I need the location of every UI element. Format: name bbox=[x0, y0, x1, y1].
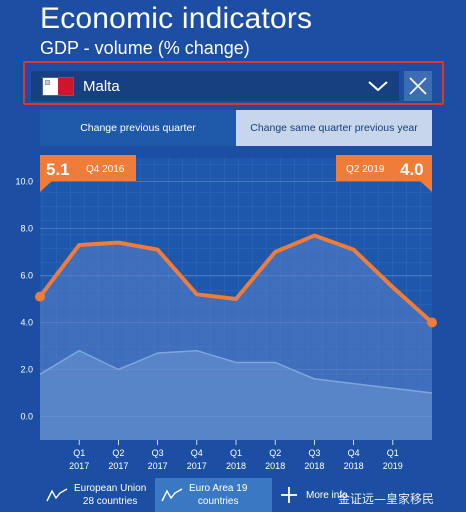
x-tick-label-quarter: Q2 bbox=[112, 448, 124, 458]
legend-european-union[interactable]: European Union 28 countries bbox=[40, 478, 155, 512]
watermark: 金证远—皇家移民 bbox=[338, 492, 435, 506]
end-callout: Q2 2019 4.0 bbox=[336, 155, 432, 192]
y-tick-label: 0.0 bbox=[20, 412, 33, 422]
legend-bar: European Union 28 countries Euro Area 19… bbox=[40, 478, 466, 512]
plus-icon bbox=[281, 487, 297, 503]
x-tick-label-year: 2018 bbox=[304, 461, 324, 471]
point-malta bbox=[427, 317, 437, 328]
line-chart-icon bbox=[46, 488, 68, 502]
x-tick-label-quarter: Q1 bbox=[230, 448, 242, 458]
gdp-chart: 10.0 8.0 6.0 4.0 2.0 0.0 Q1 2017 Q2 2017 Q3 2017 Q4… bbox=[15, 155, 437, 471]
chevron-down-icon[interactable] bbox=[367, 79, 389, 93]
country-select[interactable]: Malta bbox=[31, 71, 399, 101]
point-malta bbox=[35, 291, 45, 302]
y-tick-label: 8.0 bbox=[20, 224, 33, 234]
end-callout-pointer bbox=[420, 181, 432, 192]
legend-ea-line1: Euro Area 19 bbox=[189, 483, 248, 494]
country-select-value: Malta bbox=[83, 77, 120, 95]
x-tick-label-year: 2018 bbox=[344, 461, 364, 471]
x-tick-label-quarter: Q1 bbox=[387, 448, 399, 458]
line-euro-area bbox=[39, 349, 433, 394]
x-tick-label-year: 2017 bbox=[69, 461, 89, 471]
legend-eu-line1: European Union bbox=[74, 483, 147, 494]
y-tick-label: 2.0 bbox=[20, 365, 33, 375]
start-callout-period: Q4 2016 bbox=[86, 164, 125, 175]
legend-eu-line2: 28 countries bbox=[82, 496, 138, 507]
close-icon bbox=[409, 77, 427, 95]
more-info-button[interactable]: More info bbox=[272, 478, 466, 512]
change-mode-toggle: Change previous quarter Change same quar… bbox=[40, 110, 432, 146]
start-callout-value: 5.1 bbox=[46, 160, 70, 179]
y-tick-label: 6.0 bbox=[20, 271, 33, 281]
legend-euro-area[interactable]: Euro Area 19 countries bbox=[155, 478, 272, 512]
area-euro-area bbox=[40, 350, 432, 440]
x-tick-label-quarter: Q3 bbox=[152, 448, 164, 458]
x-tick-label-year: 2019 bbox=[383, 461, 403, 471]
tab-change-previous-quarter[interactable]: Change previous quarter bbox=[40, 110, 236, 146]
x-tick-label-quarter: Q1 bbox=[73, 448, 85, 458]
y-tick-label: 4.0 bbox=[20, 318, 33, 328]
select-highlight-frame bbox=[23, 61, 444, 105]
start-callout: 5.1 Q4 2016 bbox=[40, 155, 136, 192]
x-tick-label-quarter: Q3 bbox=[308, 448, 320, 458]
page-title: Economic indicators bbox=[40, 2, 313, 35]
x-tick-label-quarter: Q2 bbox=[269, 448, 281, 458]
area-malta bbox=[40, 235, 432, 440]
end-callout-period: Q2 2019 bbox=[346, 164, 385, 175]
x-tick-label-year: 2018 bbox=[226, 461, 246, 471]
x-tick-label-year: 2018 bbox=[265, 461, 285, 471]
y-tick-label: 10.0 bbox=[15, 177, 33, 187]
x-tick-label-year: 2017 bbox=[148, 461, 168, 471]
tab-change-same-quarter-previous-year[interactable]: Change same quarter previous year bbox=[236, 110, 432, 146]
end-callout-box bbox=[336, 155, 432, 181]
start-callout-pointer bbox=[40, 181, 52, 192]
x-tick-label-quarter: Q4 bbox=[348, 448, 360, 458]
end-callout-value: 4.0 bbox=[400, 160, 424, 179]
line-chart-icon bbox=[161, 488, 183, 502]
more-info-label: More info bbox=[306, 489, 348, 501]
x-tick-label-year: 2017 bbox=[187, 461, 207, 471]
start-callout-box bbox=[40, 155, 136, 181]
malta-flag-icon bbox=[43, 77, 73, 95]
x-tick-label-year: 2017 bbox=[108, 461, 128, 471]
line-malta bbox=[38, 233, 434, 324]
page-subtitle: GDP - volume (% change) bbox=[40, 38, 250, 58]
legend-ea-line2: countries bbox=[197, 496, 239, 507]
x-tick-label-quarter: Q4 bbox=[191, 448, 203, 458]
clear-country-button[interactable] bbox=[404, 71, 432, 101]
